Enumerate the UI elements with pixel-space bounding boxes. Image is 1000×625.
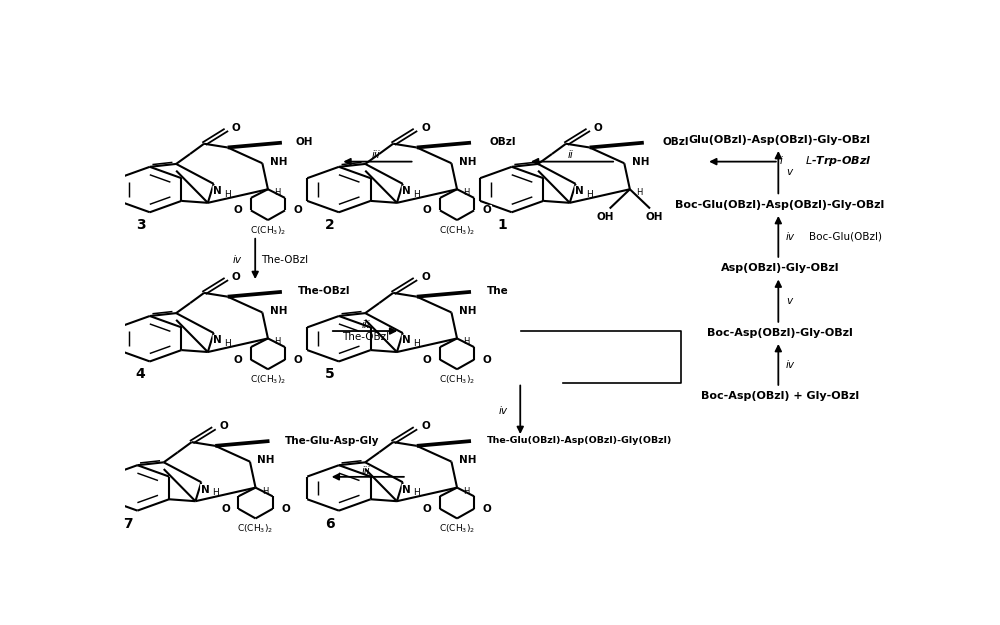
Text: NH: NH — [459, 157, 476, 167]
Text: H: H — [224, 339, 231, 348]
Text: O: O — [294, 206, 302, 216]
Text: H: H — [463, 487, 470, 496]
Text: Glu(OBzl)-Asp(OBzl)-Gly-OBzl: Glu(OBzl)-Asp(OBzl)-Gly-OBzl — [689, 135, 871, 145]
Text: C(CH$_3$)$_2$: C(CH$_3$)$_2$ — [439, 374, 475, 386]
Text: O: O — [421, 123, 430, 133]
Text: NH: NH — [270, 306, 287, 316]
Text: N: N — [575, 186, 584, 196]
Text: i: i — [780, 156, 783, 166]
Text: O: O — [423, 206, 431, 216]
Text: O: O — [221, 504, 230, 514]
Text: iv: iv — [499, 406, 508, 416]
Text: OBzl: OBzl — [662, 138, 689, 148]
Text: 7: 7 — [123, 516, 133, 531]
Text: The-Glu(OBzl)-Asp(OBzl)-Gly(OBzl): The-Glu(OBzl)-Asp(OBzl)-Gly(OBzl) — [486, 436, 672, 445]
Text: iv: iv — [786, 232, 795, 242]
Text: iv: iv — [232, 255, 241, 265]
Text: C(CH$_3$)$_2$: C(CH$_3$)$_2$ — [439, 224, 475, 237]
Text: H: H — [636, 188, 642, 198]
Text: C(CH$_3$)$_2$: C(CH$_3$)$_2$ — [439, 522, 475, 535]
Text: The-OBzl: The-OBzl — [342, 332, 390, 342]
Text: The-OBzl: The-OBzl — [261, 255, 308, 265]
Text: iii: iii — [372, 151, 380, 161]
Text: H: H — [274, 338, 280, 346]
Text: H: H — [274, 188, 280, 198]
Text: O: O — [232, 123, 241, 133]
Text: NH: NH — [270, 157, 287, 167]
Text: iii: iii — [362, 466, 370, 476]
Text: H: H — [212, 488, 219, 498]
Text: N: N — [201, 484, 209, 494]
Text: $L$-Trp-OBzl: $L$-Trp-OBzl — [805, 154, 871, 168]
Text: NH: NH — [257, 455, 275, 465]
Text: iv: iv — [786, 360, 795, 370]
Text: v: v — [786, 296, 792, 306]
Text: Boc-Glu(OBzl): Boc-Glu(OBzl) — [809, 232, 882, 242]
Text: 2: 2 — [325, 218, 334, 232]
Text: H: H — [413, 488, 420, 498]
Text: O: O — [232, 272, 241, 282]
Text: O: O — [483, 354, 491, 364]
Text: O: O — [423, 354, 431, 364]
Text: Boc-Glu(OBzl)-Asp(OBzl)-Gly-OBzl: Boc-Glu(OBzl)-Asp(OBzl)-Gly-OBzl — [675, 200, 885, 210]
Text: 5: 5 — [325, 368, 334, 381]
Text: H: H — [262, 487, 268, 496]
Text: The-Glu-Asp-Gly: The-Glu-Asp-Gly — [285, 436, 379, 446]
Text: The-OBzl: The-OBzl — [297, 286, 350, 296]
Text: N: N — [213, 336, 222, 346]
Text: O: O — [294, 354, 302, 364]
Text: O: O — [483, 504, 491, 514]
Text: N: N — [213, 186, 222, 196]
Text: OH: OH — [596, 212, 614, 222]
Text: NH: NH — [459, 455, 476, 465]
Text: OBzl: OBzl — [490, 138, 516, 148]
Text: C(CH$_3$)$_2$: C(CH$_3$)$_2$ — [237, 522, 274, 535]
Text: O: O — [233, 206, 242, 216]
Text: H: H — [224, 190, 231, 199]
Text: v: v — [786, 168, 792, 177]
Text: C(CH$_3$)$_2$: C(CH$_3$)$_2$ — [250, 224, 286, 237]
Text: O: O — [220, 421, 228, 431]
Text: O: O — [594, 123, 603, 133]
Text: N: N — [402, 484, 411, 494]
Text: H: H — [463, 338, 470, 346]
Text: ii: ii — [568, 151, 574, 161]
Text: Boc-Asp(OBzl)-Gly-OBzl: Boc-Asp(OBzl)-Gly-OBzl — [707, 328, 853, 338]
Text: H: H — [413, 190, 420, 199]
Text: O: O — [421, 272, 430, 282]
Text: The: The — [486, 286, 508, 296]
Text: O: O — [421, 421, 430, 431]
Text: 1: 1 — [498, 218, 507, 232]
Text: H: H — [413, 339, 420, 348]
Text: O: O — [423, 504, 431, 514]
Text: 6: 6 — [325, 516, 334, 531]
Text: O: O — [281, 504, 290, 514]
Text: O: O — [233, 354, 242, 364]
Text: Asp(OBzl)-Gly-OBzl: Asp(OBzl)-Gly-OBzl — [721, 264, 839, 274]
Text: Boc-Asp(OBzl) + Gly-OBzl: Boc-Asp(OBzl) + Gly-OBzl — [701, 391, 859, 401]
Text: 4: 4 — [136, 368, 145, 381]
Text: 3: 3 — [136, 218, 145, 232]
Text: iii: iii — [362, 320, 370, 330]
Text: N: N — [402, 186, 411, 196]
Text: O: O — [483, 206, 491, 216]
Text: NH: NH — [632, 157, 649, 167]
Text: C(CH$_3$)$_2$: C(CH$_3$)$_2$ — [250, 374, 286, 386]
Text: H: H — [463, 188, 470, 198]
Text: OH: OH — [646, 212, 663, 222]
Text: NH: NH — [459, 306, 476, 316]
Text: H: H — [586, 190, 593, 199]
Text: OH: OH — [296, 138, 313, 148]
Text: N: N — [402, 336, 411, 346]
